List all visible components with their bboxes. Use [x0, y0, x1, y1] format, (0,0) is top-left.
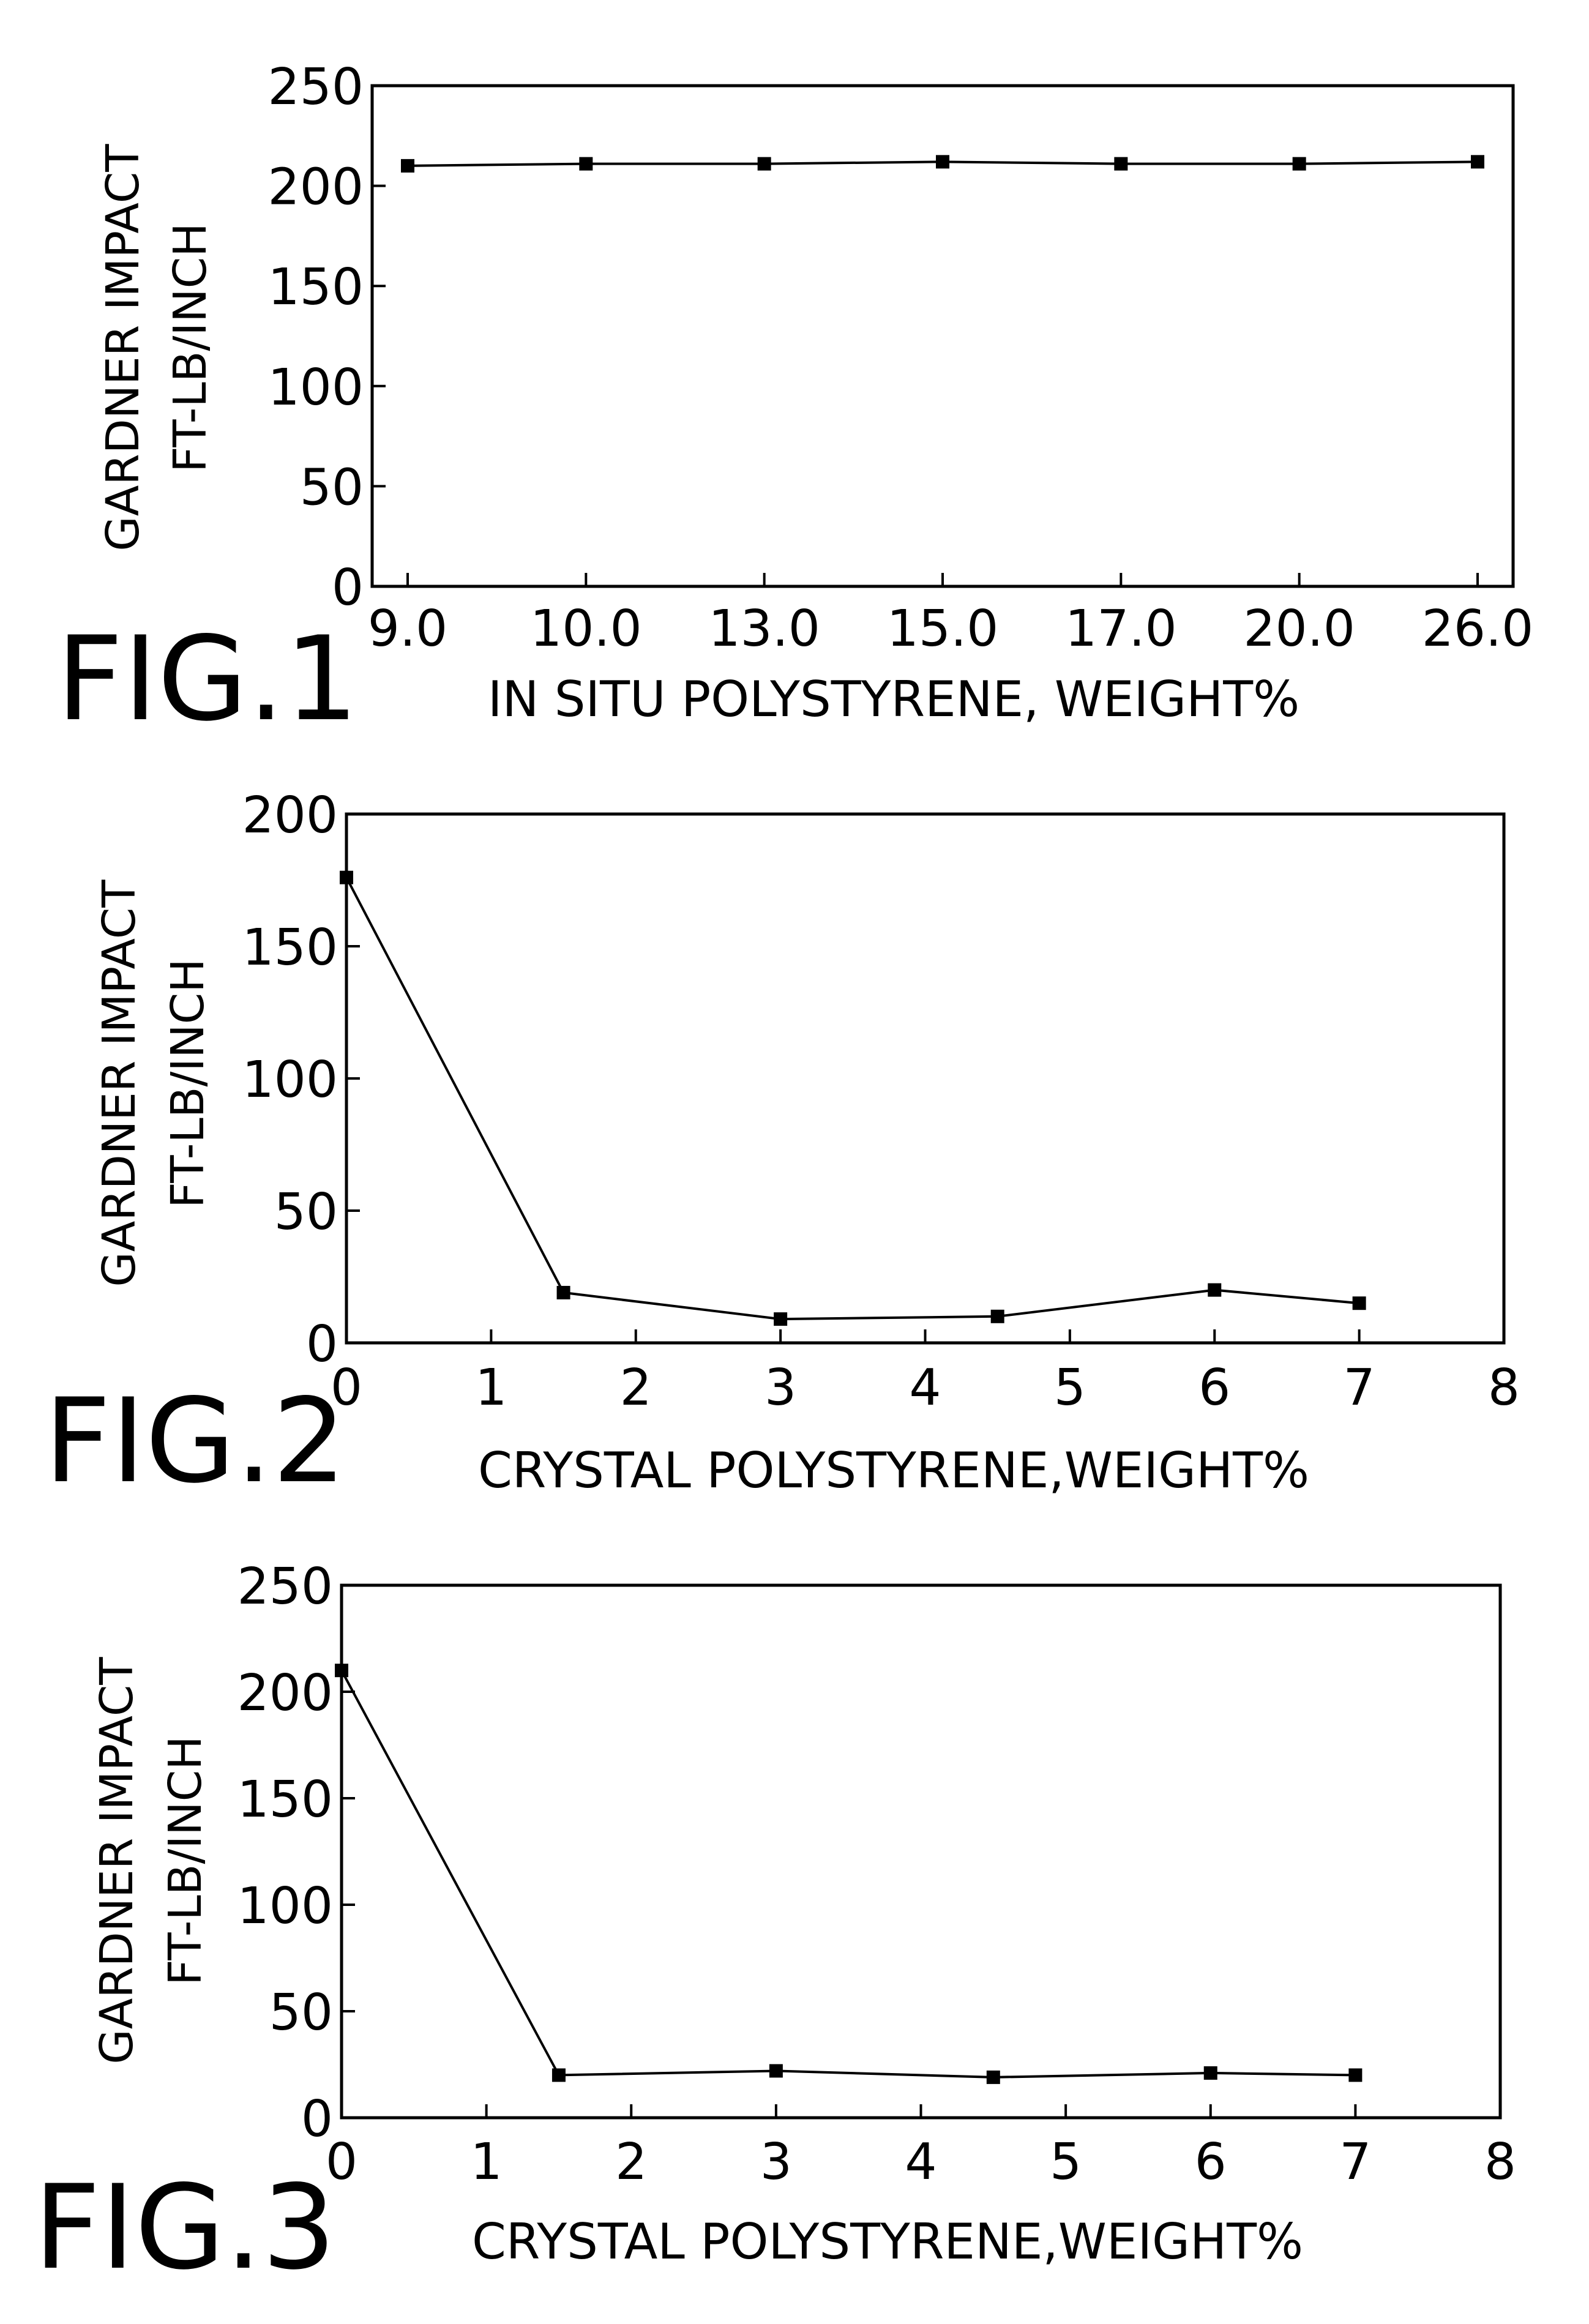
y-tick-label: 50 [269, 1984, 333, 2042]
y-tick-label: 0 [332, 559, 364, 617]
figure-label: FIG.3 [34, 2160, 336, 2295]
x-tick-label: 7 [1344, 1359, 1375, 1417]
series-line [345, 876, 1359, 1321]
data-point [551, 2068, 566, 2082]
x-axis-label: IN SITU POLYSTYRENE, WEIGHT% [488, 671, 1299, 728]
series-line [340, 1670, 1356, 2079]
figure-label: FIG.2 [44, 1373, 346, 1509]
y-tick-label: 200 [267, 159, 364, 217]
y-axis-label-line-1: GARDNER IMPACT [91, 1657, 143, 2064]
chart-fig2: 0 50 100 150 200 0 1 2 3 4 5 6 7 8 GARDNER IMPACT FT-LB… [44, 786, 1520, 1509]
y-axis-label: GARDNER IMPACT FT-LB/INCH [97, 144, 217, 551]
x-tick-label: 4 [905, 2133, 937, 2191]
x-tick-label: 8 [1488, 1359, 1520, 1417]
data-point [774, 1312, 788, 1326]
y-tick-label: 250 [237, 1558, 333, 1616]
x-tick-label: 17.0 [1065, 600, 1177, 658]
x-tick-label: 3 [765, 1359, 796, 1417]
y-axis-label-line-2: FT-LB/INCH [159, 1736, 212, 1986]
x-tick-label: 1 [475, 1359, 507, 1417]
y-tick-label: 200 [237, 1664, 333, 1722]
data-point [757, 157, 771, 171]
data-point [769, 2064, 783, 2078]
y-axis-label: GARDNER IMPACT FT-LB/INCH [93, 880, 214, 1287]
y-axis-label-line-1: GARDNER IMPACT [93, 880, 146, 1287]
y-tick-label: 200 [242, 786, 338, 845]
x-tick-label: 6 [1198, 1359, 1230, 1417]
y-axis-label: GARDNER IMPACT FT-LB/INCH [91, 1657, 212, 2064]
data-point [401, 159, 414, 173]
y-axis-label-line-2: FT-LB/INCH [162, 958, 214, 1208]
x-tick-label: 0 [326, 2133, 357, 2191]
y-tick-label: 150 [267, 258, 364, 316]
y-tick-label: 150 [237, 1771, 333, 1829]
data-point [986, 2070, 1000, 2084]
data-point [1348, 2068, 1363, 2082]
x-axis-label: CRYSTAL POLYSTYRENE,WEIGHT% [472, 2213, 1303, 2270]
y-tick-label: 100 [242, 1051, 338, 1109]
data-point [1114, 157, 1128, 171]
plot-frame [345, 812, 1506, 1345]
y-tick-label: 50 [274, 1183, 338, 1241]
x-tick-label: 5 [1050, 2133, 1082, 2191]
x-tick-label: 6 [1195, 2133, 1227, 2191]
data-point [1292, 157, 1306, 171]
x-tick-label: 26.0 [1422, 600, 1534, 658]
x-tick-label: 4 [909, 1359, 941, 1417]
x-tick-label: 10.0 [530, 600, 642, 658]
y-tick-label: 100 [237, 1877, 333, 1935]
x-tick-label: 2 [615, 2133, 647, 2191]
data-point [579, 157, 593, 171]
y-tick-label: 250 [267, 58, 364, 116]
y-tick-label: 100 [267, 359, 364, 417]
x-tick-label: 8 [1484, 2133, 1516, 2191]
x-tick-label: 20.0 [1243, 600, 1355, 658]
data-point [1208, 1283, 1222, 1297]
x-tick-label: 2 [620, 1359, 652, 1417]
x-tick-label: 1 [471, 2133, 503, 2191]
x-tick-label: 15.0 [887, 600, 999, 658]
data-point [1471, 155, 1484, 169]
y-tick-label: 50 [300, 458, 364, 517]
y-axis-label-line-2: FT-LB/INCH [164, 223, 217, 473]
data-point [1352, 1296, 1366, 1310]
x-tick-label: 3 [760, 2133, 792, 2191]
y-tick-label: 150 [242, 919, 338, 977]
y-tick-label: 0 [301, 2090, 333, 2148]
y-tick-label: 0 [306, 1315, 338, 1373]
data-point [340, 870, 353, 884]
x-tick-label: 0 [331, 1359, 362, 1417]
plot-frame [340, 1583, 1502, 2120]
figure-label: FIG.1 [56, 611, 359, 747]
x-tick-label: 5 [1054, 1359, 1086, 1417]
x-tick-label: 9.0 [368, 600, 447, 658]
chart-fig1: 0 50 100 150 200 250 9.0 10.0 13.0 15.0 17.0 20.0 26… [56, 58, 1533, 747]
x-tick-label: 7 [1339, 2133, 1371, 2191]
x-axis-label: CRYSTAL POLYSTYRENE,WEIGHT% [478, 1442, 1309, 1499]
data-point [1203, 2066, 1217, 2080]
y-axis-label-line-1: GARDNER IMPACT [97, 144, 149, 551]
chart-fig3: 0 50 100 150 200 250 0 1 2 3 4 5 6 7 8 GARDNER IMPACT FT… [34, 1558, 1516, 2295]
data-point [556, 1285, 570, 1299]
data-point [936, 155, 949, 169]
x-tick-label: 13.0 [708, 600, 820, 658]
data-point [335, 1664, 348, 1678]
data-point [990, 1309, 1004, 1323]
